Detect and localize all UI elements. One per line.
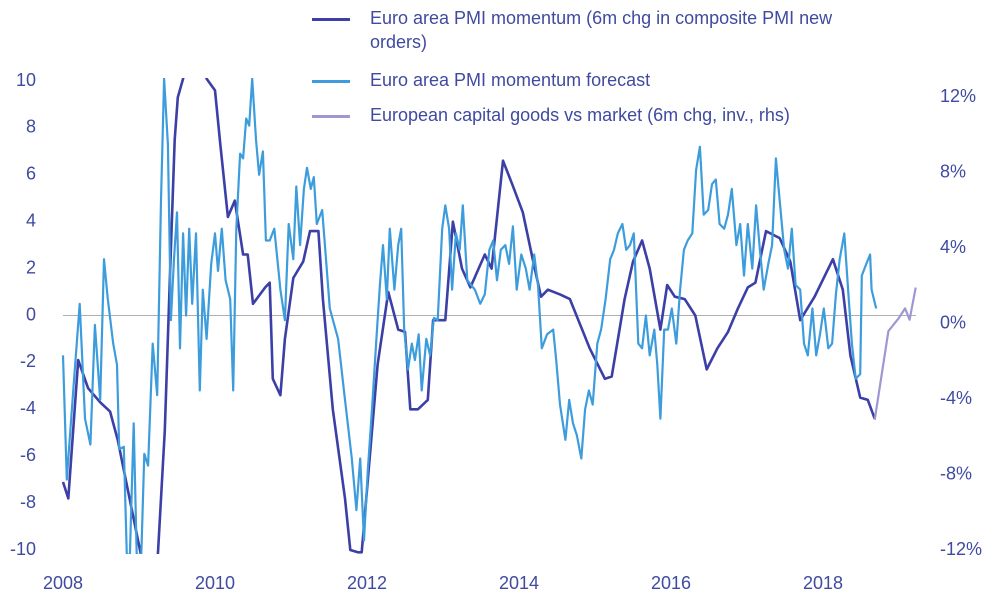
x-tick-label: 2014 (499, 573, 539, 593)
legend-label: European capital goods vs market (6m chg… (370, 105, 790, 125)
y2-tick-label: -8% (940, 463, 972, 483)
series-line (873, 287, 917, 420)
y2-tick-label: 8% (940, 161, 966, 181)
y2-tick-label: 0% (940, 312, 966, 332)
x-tick-label: 2008 (43, 573, 83, 593)
legend-swatch (312, 18, 350, 21)
y-tick-label: -2 (20, 351, 36, 371)
x-tick-label: 2018 (803, 573, 843, 593)
y-tick-label: 0 (26, 304, 36, 324)
y-tick-label: -10 (10, 539, 36, 559)
y2-tick-label: 12% (940, 86, 976, 106)
x-tick-label: 2010 (195, 573, 235, 593)
series-line (61, 78, 876, 554)
x-tick-label: 2012 (347, 573, 387, 593)
y-tick-label: 8 (26, 117, 36, 137)
y-tick-label: 6 (26, 164, 36, 184)
plot-area (61, 78, 917, 554)
legend-swatch (312, 80, 350, 83)
y2-tick-label: 4% (940, 237, 966, 257)
y-tick-label: -4 (20, 398, 36, 418)
y2-tick-label: -4% (940, 388, 972, 408)
x-tick-label: 2016 (651, 573, 691, 593)
legend-swatch (312, 115, 350, 118)
y-tick-label: -8 (20, 492, 36, 512)
legend-label: Euro area PMI momentum forecast (370, 70, 651, 90)
y-tick-label: -6 (20, 445, 36, 465)
y-tick-label: 4 (26, 210, 36, 230)
y-tick-label: 10 (16, 70, 36, 90)
y-tick-label: 2 (26, 257, 36, 277)
series-line (61, 78, 878, 554)
legend-label: Euro area PMI momentum (6m chg in compos… (370, 8, 833, 52)
y2-tick-label: -12% (940, 539, 982, 559)
